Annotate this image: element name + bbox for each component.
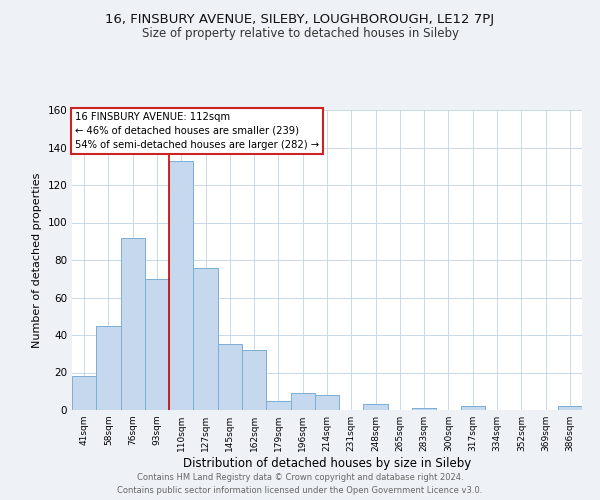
Text: Size of property relative to detached houses in Sileby: Size of property relative to detached ho… bbox=[142, 28, 458, 40]
Bar bbox=[218, 344, 242, 410]
Bar bbox=[315, 395, 339, 410]
Bar bbox=[242, 350, 266, 410]
Bar bbox=[72, 376, 96, 410]
Bar bbox=[290, 393, 315, 410]
Bar bbox=[412, 408, 436, 410]
Bar bbox=[145, 279, 169, 410]
Bar bbox=[558, 406, 582, 410]
Bar bbox=[364, 404, 388, 410]
Text: Contains public sector information licensed under the Open Government Licence v3: Contains public sector information licen… bbox=[118, 486, 482, 495]
Text: 16, FINSBURY AVENUE, SILEBY, LOUGHBOROUGH, LE12 7PJ: 16, FINSBURY AVENUE, SILEBY, LOUGHBOROUG… bbox=[106, 12, 494, 26]
Y-axis label: Number of detached properties: Number of detached properties bbox=[32, 172, 42, 348]
Bar bbox=[461, 406, 485, 410]
X-axis label: Distribution of detached houses by size in Sileby: Distribution of detached houses by size … bbox=[183, 457, 471, 470]
Bar bbox=[266, 400, 290, 410]
Bar bbox=[169, 160, 193, 410]
Bar bbox=[121, 238, 145, 410]
Bar bbox=[96, 326, 121, 410]
Text: 16 FINSBURY AVENUE: 112sqm
← 46% of detached houses are smaller (239)
54% of sem: 16 FINSBURY AVENUE: 112sqm ← 46% of deta… bbox=[75, 112, 319, 150]
Text: Contains HM Land Registry data © Crown copyright and database right 2024.: Contains HM Land Registry data © Crown c… bbox=[137, 472, 463, 482]
Bar bbox=[193, 268, 218, 410]
